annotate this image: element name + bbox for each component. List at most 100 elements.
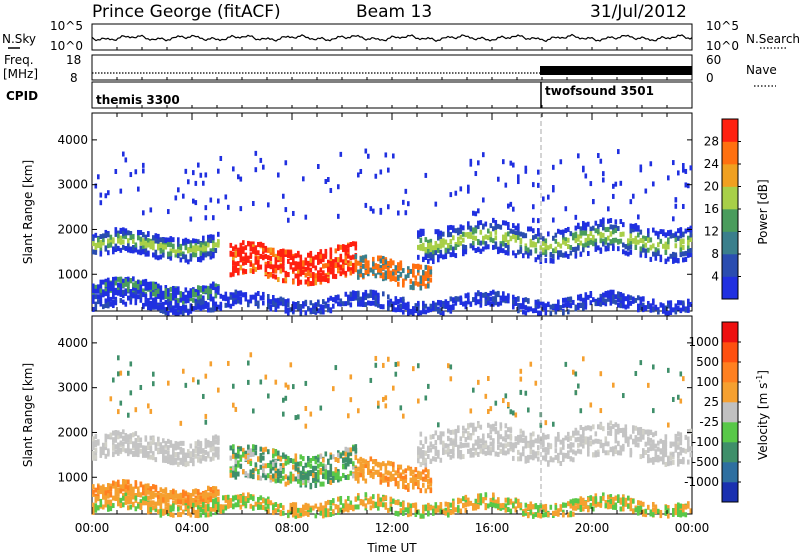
- heatmap-cell: [387, 204, 390, 210]
- heatmap-cell: [429, 277, 433, 283]
- heatmap-cell: [387, 460, 390, 466]
- heatmap-cell: [552, 248, 555, 254]
- heatmap-cell: [662, 459, 665, 465]
- heatmap-cell: [582, 167, 585, 173]
- heatmap-cell: [104, 278, 108, 284]
- heatmap-cell: [627, 242, 630, 248]
- heatmap-cell: [677, 300, 680, 306]
- heatmap-cell: [157, 238, 160, 244]
- heatmap-cell: [162, 494, 165, 500]
- heatmap-cell: [142, 245, 145, 251]
- heatmap-cell: [339, 271, 343, 277]
- heatmap-cell: [429, 253, 433, 259]
- colorbar-tick-label: 28: [704, 135, 719, 149]
- heatmap-cell: [327, 259, 330, 265]
- heatmap-cell: [492, 426, 495, 432]
- heatmap-cell: [507, 298, 510, 304]
- heatmap-cell: [174, 303, 178, 309]
- heatmap-cell: [317, 275, 320, 281]
- heatmap-cell: [299, 461, 303, 467]
- heatmap-cell: [334, 263, 338, 269]
- heatmap-cell: [444, 443, 448, 449]
- heatmap-cell: [589, 231, 593, 237]
- heatmap-cell: [237, 460, 240, 466]
- heatmap-cell: [314, 273, 318, 279]
- heatmap-cell: [507, 293, 510, 299]
- heatmap-cell: [649, 256, 653, 262]
- heatmap-cell: [122, 446, 125, 452]
- heatmap-cell: [247, 473, 250, 479]
- heatmap-cell: [142, 500, 145, 506]
- heatmap-cell: [324, 468, 328, 474]
- heatmap-cell: [549, 243, 553, 249]
- heatmap-cell: [412, 477, 415, 483]
- heatmap-cell: [327, 470, 330, 476]
- heatmap-cell: [669, 455, 673, 461]
- heatmap-cell: [299, 474, 303, 480]
- heatmap-cell: [609, 231, 613, 237]
- heatmap-cell: [607, 218, 610, 224]
- heatmap-cell: [282, 301, 285, 307]
- heatmap-cell: [639, 246, 643, 252]
- heatmap-cell: [434, 439, 438, 445]
- heatmap-cell: [239, 498, 243, 504]
- heatmap-cell: [204, 249, 208, 255]
- heatmap-cell: [312, 308, 315, 314]
- heatmap-cell: [612, 183, 615, 189]
- heatmap-cell: [612, 293, 615, 299]
- heatmap-cell: [94, 503, 98, 509]
- heatmap-cell: [317, 477, 320, 483]
- heatmap-cell: [304, 299, 308, 305]
- heatmap-cell: [449, 224, 453, 230]
- heatmap-cell: [504, 295, 508, 301]
- heatmap-cell: [207, 251, 210, 257]
- heatmap-cell: [167, 492, 170, 498]
- heatmap-cell: [637, 427, 640, 433]
- heatmap-cell: [649, 429, 653, 435]
- heatmap-cell: [664, 245, 668, 251]
- heatmap-cell: [337, 213, 340, 219]
- heatmap-cell: [137, 452, 140, 458]
- heatmap-cell: [157, 255, 160, 261]
- heatmap-cell: [437, 235, 440, 241]
- heatmap-cell: [207, 504, 210, 510]
- heatmap-cell: [599, 248, 603, 254]
- heatmap-cell: [344, 255, 348, 261]
- heatmap-cell: [182, 239, 185, 245]
- heatmap-cell: [602, 292, 605, 298]
- heatmap-cell: [132, 441, 135, 447]
- heatmap-cell: [242, 292, 245, 298]
- heatmap-cell: [132, 282, 135, 288]
- heatmap-cell: [117, 282, 120, 288]
- heatmap-cell: [102, 239, 105, 245]
- heatmap-cell: [524, 310, 528, 316]
- heatmap-cell: [447, 428, 450, 434]
- heatmap-cell: [524, 435, 528, 441]
- heatmap-cell: [602, 171, 605, 177]
- heatmap-cell: [129, 234, 133, 240]
- heatmap-cell: [212, 300, 215, 306]
- heatmap-cell: [227, 503, 230, 509]
- heatmap-cell: [499, 448, 503, 454]
- heatmap-cell: [562, 239, 565, 245]
- heatmap-cell: [544, 434, 548, 440]
- heatmap-cell: [517, 234, 520, 240]
- heatmap-cell: [359, 472, 363, 478]
- heatmap-cell: [509, 444, 513, 450]
- heatmap-cell: [149, 281, 153, 287]
- heatmap-cell: [194, 298, 198, 304]
- heatmap-cell: [337, 471, 340, 477]
- heatmap-cell: [269, 264, 273, 270]
- heatmap-cell: [579, 226, 583, 232]
- heatmap-cell: [632, 439, 635, 445]
- heatmap-cell: [274, 462, 278, 468]
- heatmap-cell: [114, 276, 118, 282]
- heatmap-cell: [414, 280, 418, 286]
- heatmap-cell: [209, 447, 213, 453]
- heatmap-cell: [584, 292, 588, 298]
- heatmap-cell: [147, 298, 150, 304]
- heatmap-cell: [204, 172, 208, 178]
- heatmap-cell: [674, 237, 678, 243]
- heatmap-cell: [514, 299, 518, 305]
